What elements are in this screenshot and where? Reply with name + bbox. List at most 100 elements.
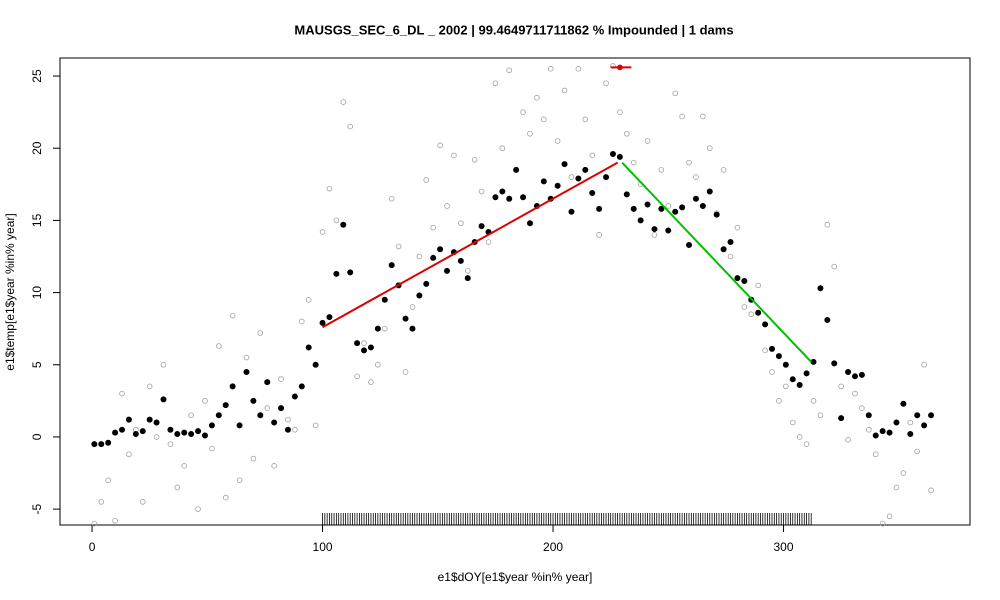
data-point — [534, 94, 540, 101]
data-point — [700, 113, 706, 120]
data-point — [568, 174, 575, 180]
data-point — [762, 321, 769, 328]
data-point — [838, 383, 844, 390]
data-point — [914, 448, 921, 455]
data-point — [298, 318, 305, 325]
data-point — [796, 434, 803, 440]
data-point — [921, 422, 928, 429]
data-point — [367, 344, 374, 351]
data-point — [312, 361, 319, 368]
y-tick-label: 0 — [30, 433, 44, 440]
data-point — [229, 383, 236, 390]
data-point — [361, 340, 367, 346]
data-point — [852, 390, 858, 397]
data-point — [278, 405, 285, 412]
data-point — [782, 361, 789, 368]
data-point — [706, 145, 713, 152]
data-point — [478, 188, 485, 195]
data-point — [755, 282, 761, 289]
data-point — [561, 161, 568, 168]
data-point — [893, 419, 900, 426]
data-point — [789, 419, 796, 426]
data-point — [430, 254, 437, 261]
data-point — [98, 499, 105, 505]
data-point — [609, 150, 616, 157]
data-point — [741, 278, 748, 285]
data-point — [561, 87, 568, 94]
data-point — [617, 109, 623, 115]
data-point — [865, 412, 872, 419]
data-point — [146, 383, 153, 390]
data-point — [886, 429, 893, 436]
data-point — [734, 224, 741, 231]
data-point — [686, 241, 693, 248]
data-point — [119, 390, 125, 397]
data-point — [686, 159, 692, 166]
data-point — [195, 428, 202, 435]
data-point — [589, 189, 596, 196]
data-point — [492, 194, 499, 201]
x-tick-label: 200 — [543, 540, 563, 554]
data-point — [907, 419, 914, 426]
data-point — [603, 174, 610, 181]
data-point — [444, 267, 451, 274]
data-point — [547, 66, 554, 72]
data-point — [347, 123, 353, 130]
data-point — [783, 383, 789, 390]
data-point — [692, 195, 699, 202]
data-point — [651, 226, 658, 233]
data-point — [243, 368, 250, 375]
data-point — [554, 138, 561, 144]
data-point — [651, 232, 658, 238]
data-point — [596, 232, 602, 238]
data-point — [181, 463, 188, 469]
data-point — [831, 360, 838, 367]
data-point — [769, 345, 776, 352]
data-point — [589, 152, 596, 159]
data-point — [872, 432, 879, 439]
data-point — [174, 484, 181, 491]
data-point — [720, 167, 727, 173]
data-point — [907, 431, 914, 438]
data-point — [727, 239, 734, 246]
data-point — [478, 223, 485, 230]
data-point — [831, 263, 838, 270]
data-point — [526, 220, 533, 227]
data-point — [368, 379, 374, 385]
plot-frame — [59, 57, 971, 526]
data-point — [824, 317, 831, 324]
y-tick-label: -5 — [30, 503, 44, 514]
data-point — [354, 340, 361, 347]
data-point — [451, 152, 457, 159]
data-point — [216, 343, 222, 349]
data-point — [381, 325, 388, 332]
data-point — [679, 204, 686, 211]
data-point — [319, 319, 326, 326]
data-point — [416, 292, 423, 299]
data-point — [644, 201, 651, 208]
data-point — [679, 113, 685, 120]
data-point — [388, 195, 395, 202]
data-point — [229, 312, 236, 319]
fit-line — [621, 161, 812, 363]
data-point — [921, 361, 927, 368]
data-point — [464, 268, 471, 274]
data-point — [879, 520, 886, 527]
data-point — [188, 431, 195, 438]
data-point — [464, 275, 471, 282]
data-point — [105, 477, 111, 484]
data-point — [250, 397, 257, 404]
data-point — [471, 156, 478, 163]
data-point — [167, 426, 174, 433]
data-point — [603, 80, 609, 87]
data-point — [699, 202, 706, 209]
data-point — [402, 369, 409, 375]
data-point — [257, 412, 264, 419]
data-point — [409, 325, 416, 332]
data-point — [630, 159, 637, 166]
data-point — [139, 428, 146, 435]
data-point — [900, 470, 907, 476]
data-point — [430, 224, 436, 231]
y-tick-label: 20 — [30, 141, 44, 155]
data-point — [796, 381, 803, 388]
